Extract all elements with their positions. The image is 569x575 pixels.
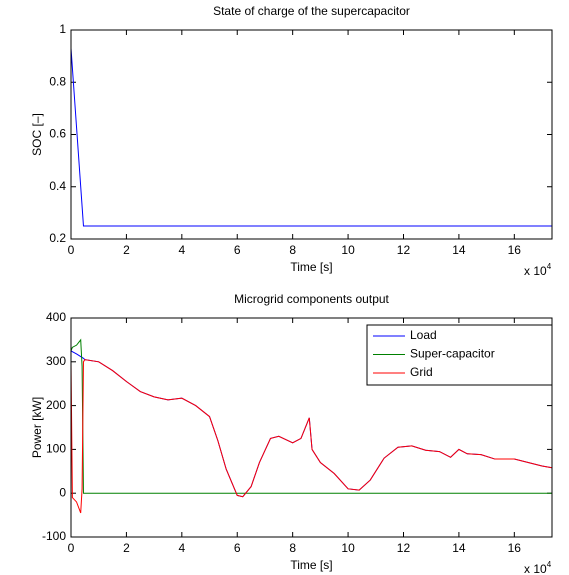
legend-label: Super-capacitor bbox=[410, 347, 495, 361]
data-line bbox=[70, 359, 553, 514]
x-tick-label: 10 bbox=[341, 243, 355, 257]
x-tick-label: 4 bbox=[178, 243, 185, 257]
x-scale-exponent: 4 bbox=[547, 262, 552, 271]
x-scale-label: x 104 bbox=[524, 560, 552, 575]
y-axis-label: Power [kW] bbox=[30, 397, 44, 458]
y-tick-label: 0.6 bbox=[49, 127, 66, 141]
x-tick-label: 8 bbox=[289, 541, 296, 555]
chart-title: Microgrid components output bbox=[234, 292, 389, 306]
legend-label: Grid bbox=[410, 365, 433, 379]
x-tick-label: 10 bbox=[341, 541, 355, 555]
legend-label: Load bbox=[410, 328, 437, 342]
axes-box bbox=[70, 317, 553, 538]
y-tick-label: 1 bbox=[59, 22, 66, 36]
x-tick-label: 6 bbox=[234, 243, 241, 257]
x-scale-label: x 104 bbox=[524, 262, 552, 278]
x-tick-label: 14 bbox=[452, 243, 466, 257]
x-scale-exponent: 4 bbox=[547, 560, 552, 569]
x-tick-label: 0 bbox=[68, 243, 75, 257]
y-tick-label: 400 bbox=[46, 310, 66, 324]
data-line bbox=[70, 338, 552, 494]
y-tick-label: 0 bbox=[59, 485, 66, 499]
x-tick-label: 2 bbox=[123, 243, 130, 257]
y-tick-label: 0.4 bbox=[49, 179, 66, 193]
y-tick-label: -100 bbox=[42, 529, 66, 543]
y-tick-label: 300 bbox=[46, 354, 66, 368]
x-tick-label: 14 bbox=[452, 541, 466, 555]
chart-title: State of charge of the supercapacitor bbox=[213, 4, 410, 18]
y-tick-label: 0.8 bbox=[49, 74, 66, 88]
x-tick-label: 4 bbox=[178, 541, 185, 555]
x-tick-label: 8 bbox=[289, 243, 296, 257]
x-scale-base: x 10 bbox=[524, 264, 547, 278]
x-scale-base: x 10 bbox=[524, 562, 547, 575]
y-tick-label: 0.2 bbox=[49, 231, 66, 245]
x-tick-label: 0 bbox=[68, 541, 75, 555]
x-tick-label: 12 bbox=[397, 541, 411, 555]
data-line bbox=[70, 48, 552, 227]
x-tick-label: 16 bbox=[508, 243, 522, 257]
x-tick-label: 12 bbox=[397, 243, 411, 257]
x-tick-label: 2 bbox=[123, 541, 130, 555]
y-axis-label: SOC [–] bbox=[30, 113, 44, 156]
y-tick-label: 200 bbox=[46, 398, 66, 412]
x-tick-label: 6 bbox=[234, 541, 241, 555]
x-tick-label: 16 bbox=[508, 541, 522, 555]
x-axis-label: Time [s] bbox=[290, 558, 332, 572]
y-tick-label: 100 bbox=[46, 442, 66, 456]
axes-box bbox=[70, 29, 553, 240]
x-axis-label: Time [s] bbox=[290, 260, 332, 274]
